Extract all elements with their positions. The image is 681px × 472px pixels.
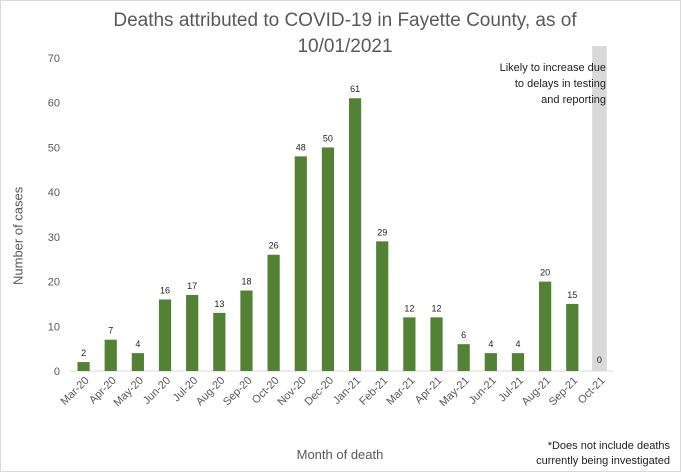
data-label: 12 — [404, 303, 414, 313]
annotation-line-2: to delays in testing — [514, 78, 606, 90]
footnote-line-1: *Does not include deaths — [547, 440, 670, 452]
chart-title: Deaths attributed to COVID-19 in Fayette… — [60, 8, 630, 60]
bar-jun-20 — [158, 299, 172, 371]
bar-jan-21 — [348, 98, 362, 371]
data-label: 48 — [296, 142, 306, 152]
y-tick-label: 0 — [54, 366, 60, 378]
y-tick-label: 60 — [48, 98, 60, 110]
x-tick-label: Nov-20 — [275, 375, 309, 409]
bar-nov-20 — [294, 156, 307, 371]
data-label: 4 — [515, 339, 520, 349]
bar-sep-21 — [566, 303, 579, 371]
x-tick-label: Feb-21 — [357, 375, 390, 408]
bar-aug-21 — [539, 281, 552, 371]
data-label: 26 — [269, 241, 279, 251]
data-label: 13 — [214, 299, 224, 309]
x-tick-label: Jun-20 — [141, 375, 173, 407]
x-tick-label: Sep-20 — [221, 375, 255, 409]
bar-may-21 — [457, 344, 470, 371]
data-label: 15 — [567, 290, 577, 300]
chart-title-line-1: Deaths attributed to COVID-19 in Fayette… — [113, 10, 577, 31]
data-label: 50 — [323, 133, 333, 143]
footnote-line-2: currently being investigated — [536, 455, 670, 467]
x-tick-label: Aug-20 — [194, 375, 228, 409]
bar-jul-20 — [186, 294, 199, 371]
x-tick-label: Jan-21 — [331, 375, 363, 407]
data-label: 17 — [187, 281, 197, 291]
data-label: 12 — [432, 303, 442, 313]
footnote: *Does not include deaths currently being… — [500, 439, 670, 469]
bar-apr-20 — [104, 339, 117, 371]
data-label: 16 — [160, 285, 170, 295]
x-tick-label: Dec-20 — [302, 375, 336, 409]
data-label: 29 — [377, 227, 387, 237]
data-label: 4 — [488, 339, 493, 349]
data-label: 61 — [350, 84, 360, 94]
x-tick-label: May-21 — [437, 375, 471, 409]
data-label: 4 — [135, 339, 140, 349]
y-tick-label: 50 — [48, 142, 60, 154]
bar-sep-20 — [240, 290, 253, 371]
bar-feb-21 — [376, 241, 389, 371]
x-tick-label: Jun-21 — [467, 375, 499, 407]
x-tick-label: Mar-21 — [384, 375, 417, 408]
bar-jun-21 — [484, 353, 497, 371]
x-tick-label: Aug-21 — [520, 375, 554, 409]
data-label: 2 — [81, 348, 86, 358]
data-label: 6 — [461, 330, 466, 340]
shaded-region — [592, 46, 607, 371]
y-tick-label: 30 — [48, 232, 60, 244]
y-tick-label: 10 — [48, 321, 60, 333]
bar-dec-20 — [321, 147, 335, 371]
bar-mar-21 — [403, 317, 416, 371]
x-axis-label: Month of death — [296, 447, 384, 462]
bar-jul-21 — [511, 353, 525, 371]
data-label: 18 — [241, 277, 251, 287]
delay-annotation: Likely to increase due to delays in test… — [470, 60, 606, 108]
y-tick-label: 70 — [48, 53, 60, 65]
data-label: 7 — [108, 326, 113, 336]
y-axis-label: Number of cases — [11, 187, 26, 285]
data-label: 20 — [540, 268, 550, 278]
annotation-line-3: and reporting — [541, 94, 606, 106]
annotation-line-1: Likely to increase due — [499, 62, 606, 74]
bar-may-20 — [131, 353, 144, 371]
bar-aug-20 — [213, 312, 226, 371]
x-tick-label: Oct-21 — [576, 375, 608, 407]
x-tick-label: Sep-21 — [547, 375, 581, 409]
y-tick-label: 20 — [48, 277, 60, 289]
chart-title-line-2: 10/01/2021 — [297, 36, 393, 57]
y-tick-label: 40 — [48, 187, 60, 199]
bar-oct-20 — [267, 254, 280, 371]
bar-apr-21 — [430, 317, 443, 371]
x-tick-label: Mar-20 — [59, 375, 92, 408]
data-label: 0 — [597, 355, 602, 365]
bar-mar-20 — [77, 362, 90, 371]
x-tick-label: May-20 — [112, 375, 146, 409]
